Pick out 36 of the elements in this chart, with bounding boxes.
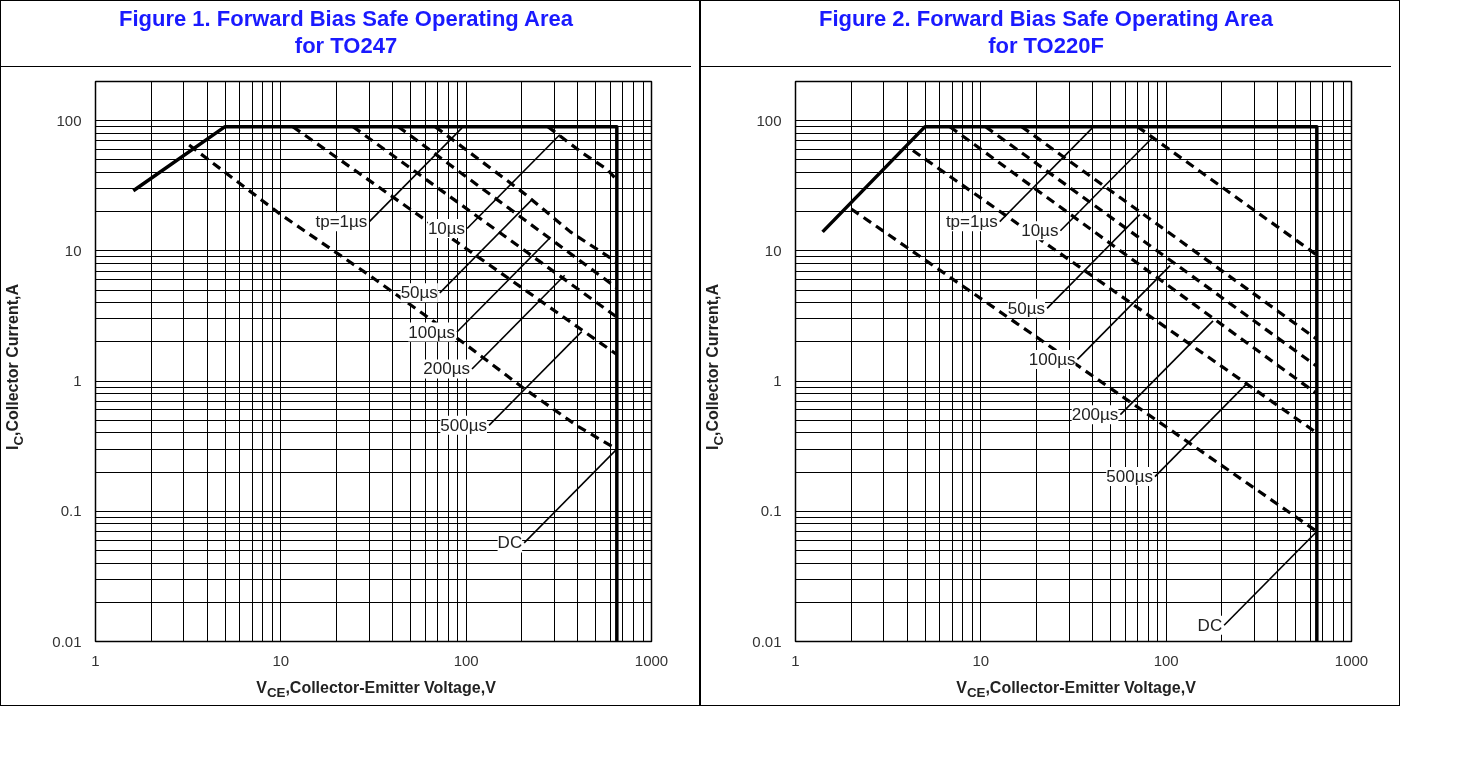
annotation: 100µs — [1028, 349, 1076, 369]
y-tick-label: 0.01 — [52, 632, 82, 650]
x-tick-label: 10 — [972, 651, 990, 669]
x-tick-label: 100 — [453, 651, 479, 669]
x-tick-label: 1000 — [1334, 651, 1369, 669]
annotation: tp=1µs — [315, 212, 368, 232]
x-tick-label: 1 — [91, 651, 100, 669]
annotation: DC — [1197, 615, 1223, 635]
y-tick-label: 1 — [73, 372, 82, 390]
y-tick-label: 1 — [773, 372, 782, 390]
annotation: tp=1µs — [945, 212, 998, 232]
annotation: 10µs — [1021, 221, 1059, 241]
x-axis-title: V$_{CE}$,Collector-Emitter Voltage,V — [255, 678, 497, 703]
y-tick-label: 0.1 — [60, 502, 82, 520]
y-tick-label: 0.1 — [760, 502, 782, 520]
annotation: DC — [497, 533, 523, 553]
x-tick-label: 1000 — [634, 651, 669, 669]
annotation: 500µs — [440, 415, 488, 435]
x-tick-label: 10 — [272, 651, 290, 669]
annotation: 200µs — [1071, 405, 1119, 425]
x-axis-title: V$_{CE}$,Collector-Emitter Voltage,V — [955, 678, 1197, 703]
annotation: 100µs — [408, 322, 455, 342]
annotation: 50µs — [400, 283, 438, 303]
annotation: 50µs — [1007, 298, 1046, 318]
annotation: 10µs — [427, 218, 466, 238]
x-tick-label: 100 — [1153, 651, 1179, 669]
y-tick-label: 100 — [756, 111, 782, 129]
y-tick-label: 0.01 — [752, 632, 782, 650]
annotation: 200µs — [423, 359, 471, 379]
y-tick-label: 10 — [764, 241, 782, 259]
y-tick-label: 100 — [56, 111, 82, 129]
y-tick-label: 10 — [64, 241, 82, 259]
annotation: 500µs — [1106, 467, 1153, 487]
chart-title: Figure 2. Forward Bias Safe Operating Area for TO220F — [818, 5, 1274, 59]
chart-title: Figure 1. Forward Bias Safe Operating Area for TO247 — [118, 5, 574, 59]
x-tick-label: 1 — [791, 651, 800, 669]
